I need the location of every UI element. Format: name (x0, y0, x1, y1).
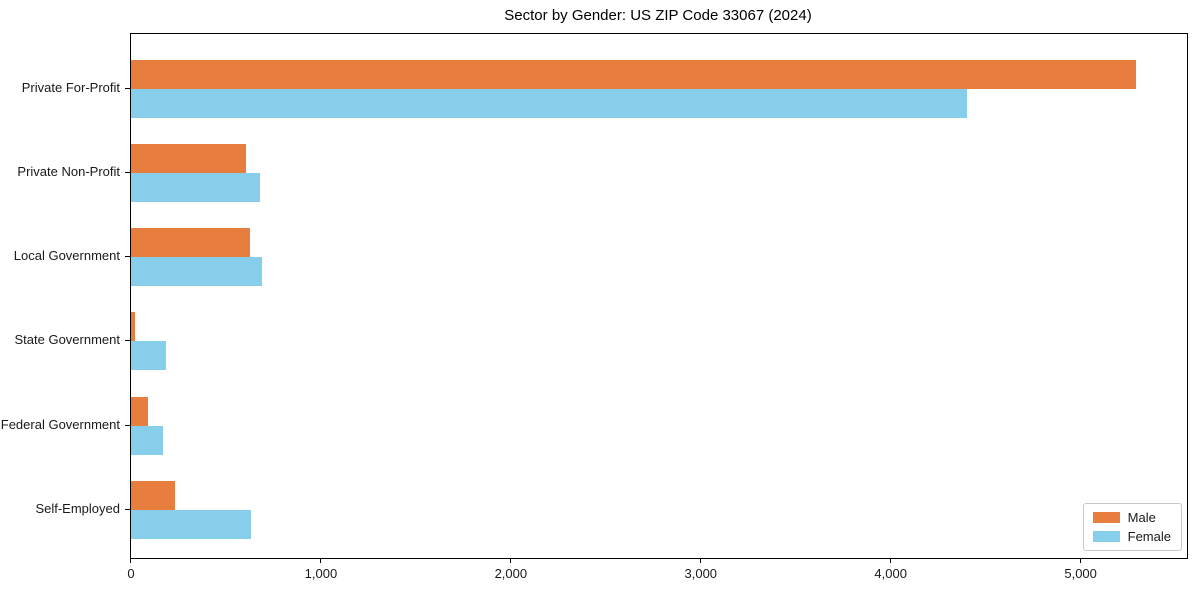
y-tick-mark (125, 172, 130, 174)
y-tick-mark (125, 424, 130, 426)
legend-entry-female: Female (1092, 529, 1171, 544)
y-tick-label: Self-Employed (35, 500, 120, 516)
legend-label-female: Female (1127, 529, 1171, 544)
legend-entry-male: Male (1092, 510, 1171, 525)
y-tick-mark (125, 508, 130, 510)
bar-female-1 (131, 173, 261, 203)
bar-male-3 (131, 312, 135, 342)
y-tick-label: Private Non-Profit (17, 164, 120, 180)
plot-area: Male Female (130, 33, 1188, 559)
x-tick-label: 4,000 (874, 566, 907, 581)
y-tick-label: Federal Government (0, 416, 120, 432)
legend-label-male: Male (1127, 510, 1156, 525)
bar-male-5 (131, 480, 175, 510)
bar-male-2 (131, 228, 250, 258)
female-swatch-icon (1092, 531, 1120, 542)
bar-female-5 (131, 509, 251, 539)
x-tick-label: 1,000 (304, 566, 338, 581)
y-tick-label: Private For-Profit (21, 80, 120, 96)
bar-female-4 (131, 425, 164, 455)
x-tick-mark (1079, 558, 1081, 563)
bar-female-0 (131, 89, 967, 119)
y-tick-label: State Government (14, 332, 121, 348)
y-tick-mark (125, 340, 130, 342)
y-tick-mark (125, 88, 130, 90)
x-tick-label: 2,000 (494, 566, 528, 581)
x-tick-mark (509, 558, 511, 563)
x-tick-label: 3,000 (684, 566, 718, 581)
x-tick-label: 0 (127, 566, 135, 581)
bar-female-3 (131, 341, 167, 371)
male-swatch-icon (1092, 512, 1120, 523)
legend: Male Female (1082, 503, 1182, 551)
chart-title: Sector by Gender: US ZIP Code 33067 (202… (504, 7, 812, 24)
y-tick-mark (125, 256, 130, 258)
x-tick-mark (319, 558, 321, 563)
x-tick-mark (699, 558, 701, 563)
x-tick-mark (889, 558, 891, 563)
bar-male-0 (131, 60, 1136, 90)
x-tick-label: 5,000 (1064, 566, 1097, 581)
bar-male-4 (131, 396, 149, 426)
bar-male-1 (131, 144, 246, 174)
x-tick-mark (130, 558, 131, 563)
bar-female-2 (131, 257, 263, 287)
y-tick-label: Local Government (13, 248, 120, 264)
